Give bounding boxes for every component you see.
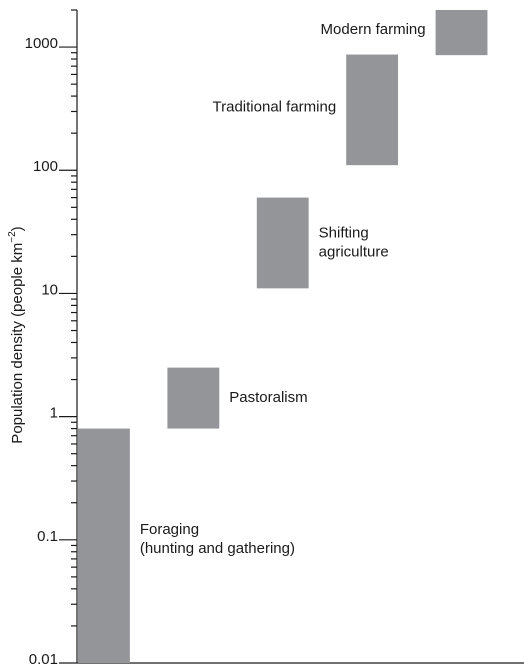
y-tick-label: 1 — [50, 405, 58, 422]
category-label: Traditional farming — [213, 99, 337, 116]
y-axis-label-end: ) — [9, 226, 26, 231]
category-label: (hunting and gathering) — [140, 540, 295, 557]
bar — [435, 10, 488, 56]
y-tick-label: 1000 — [25, 35, 58, 52]
category-label: Shifting — [319, 224, 369, 241]
y-tick-label: 10 — [41, 281, 58, 298]
y-axis-label-sup: −2 — [7, 231, 18, 243]
y-tick-label: 0.1 — [37, 528, 58, 545]
bar — [78, 428, 130, 663]
y-axis-label: Population density (people km−2) — [7, 226, 26, 443]
y-tick-label: 100 — [33, 158, 58, 175]
bar — [256, 197, 309, 289]
category-label: agriculture — [319, 243, 389, 260]
bar — [167, 367, 220, 429]
category-label: Modern farming — [321, 21, 426, 38]
bar — [346, 54, 399, 166]
y-tick-label: 0.01 — [29, 651, 58, 668]
y-axis-label-text: Population density (people km — [9, 243, 26, 444]
category-label: Foraging — [140, 521, 199, 538]
category-label: Pastoralism — [229, 389, 307, 406]
